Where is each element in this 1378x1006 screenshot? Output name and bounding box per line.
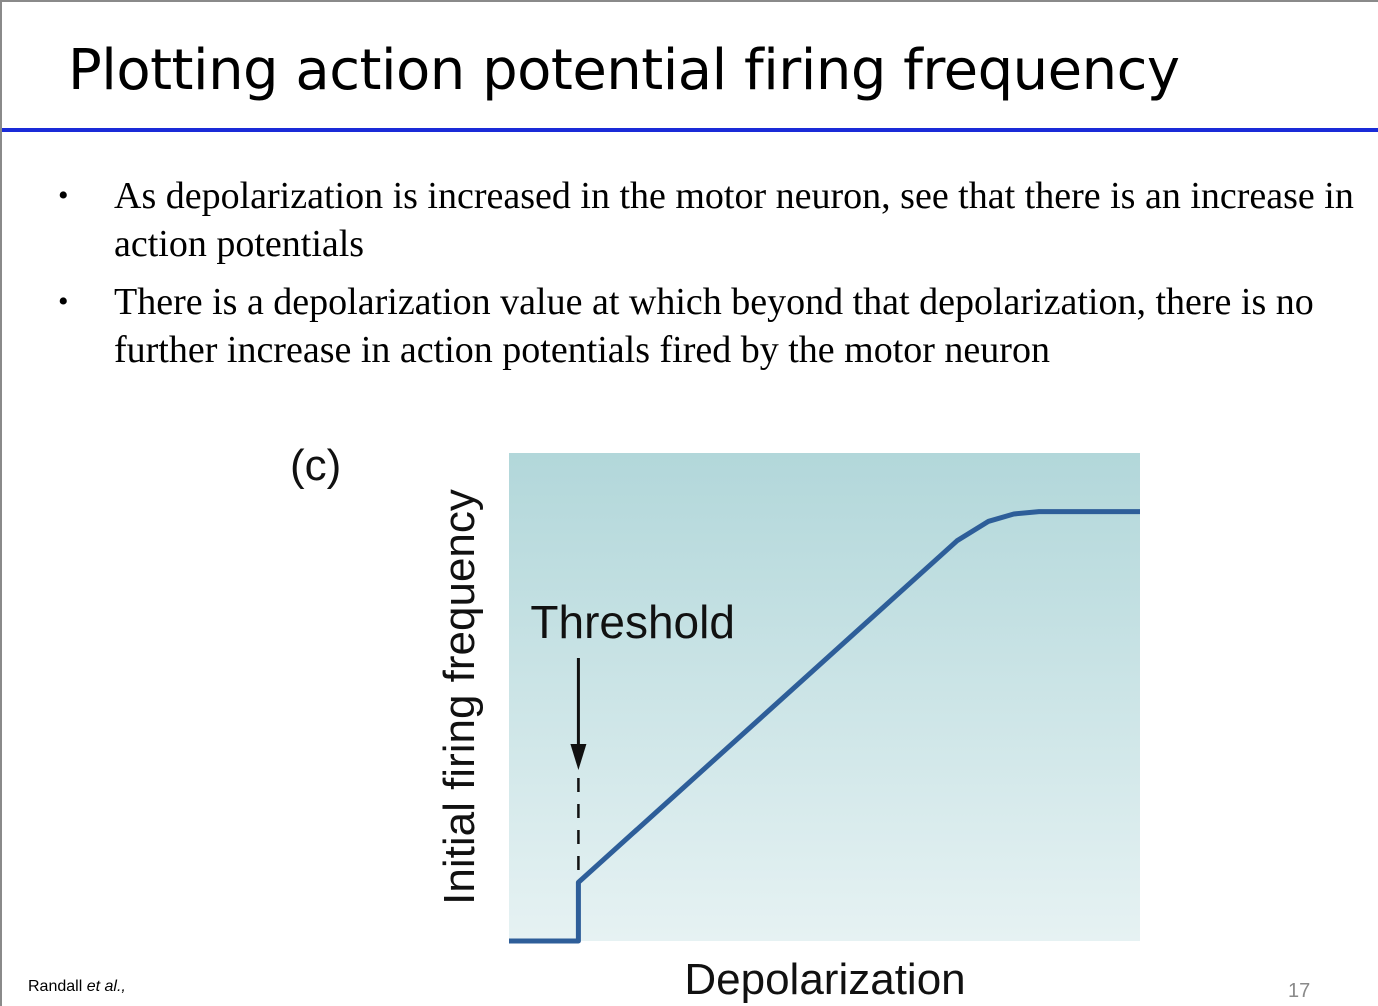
x-axis-label: Depolarization <box>684 955 965 1004</box>
bullet-text: As depolarization is increased in the mo… <box>114 175 1354 265</box>
bullet-item: • There is a depolarization value at whi… <box>58 278 1358 374</box>
panel-label: (c) <box>290 441 341 490</box>
citation-author: Randall <box>28 978 83 995</box>
threshold-arrowhead <box>570 744 587 770</box>
threshold-label: Threshold <box>530 596 735 648</box>
title-divider <box>2 128 1378 132</box>
bullet-item: • As depolarization is increased in the … <box>58 172 1358 268</box>
slide-title: Plotting action potential firing frequen… <box>68 38 1180 103</box>
page-number: 17 <box>1288 980 1311 1002</box>
y-axis-label: Initial firing frequency <box>435 489 484 905</box>
citation-etal: et al., <box>86 978 126 995</box>
bullet-text: There is a depolarization value at which… <box>114 281 1314 371</box>
citation: Randall et al., <box>28 978 126 996</box>
bullet-icon: • <box>58 285 69 318</box>
bullet-list: • As depolarization is increased in the … <box>58 172 1358 384</box>
plot-area <box>509 453 1140 941</box>
series-line <box>509 509 1140 944</box>
bullet-icon: • <box>58 179 69 212</box>
